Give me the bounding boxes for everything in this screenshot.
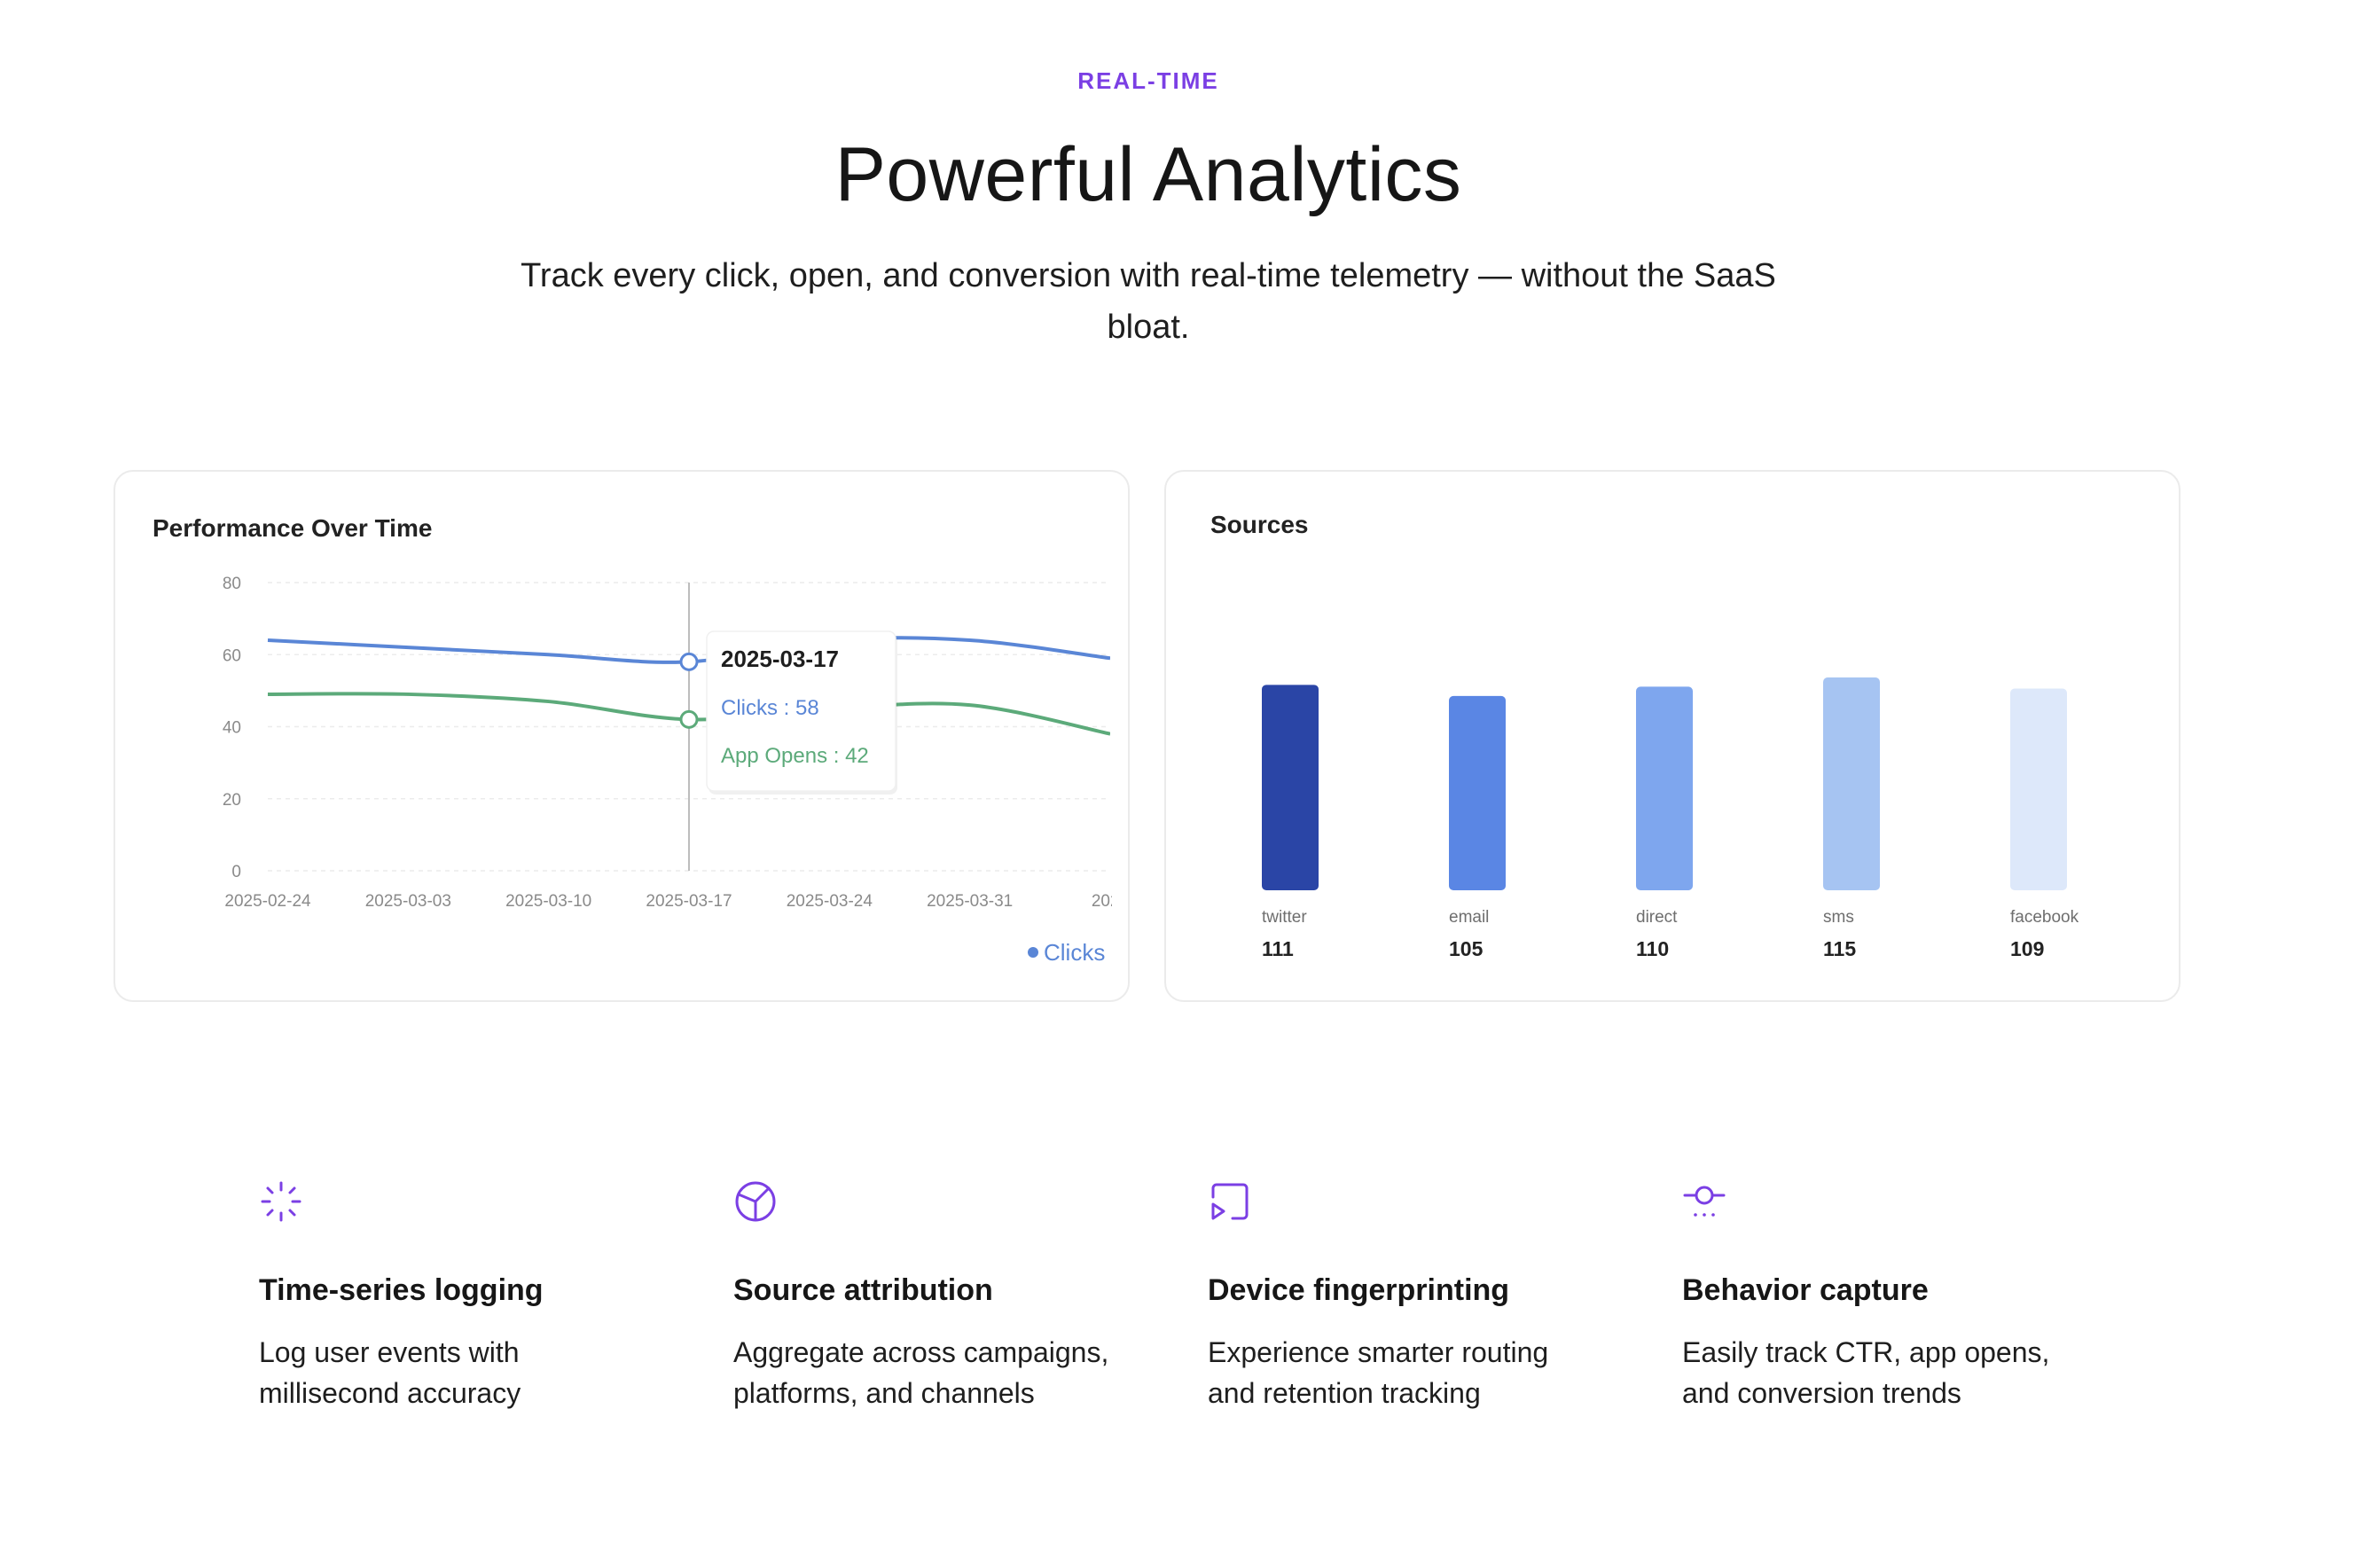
bar-category-label: facebook bbox=[2010, 908, 2079, 927]
feature-list: Time-series logging Log user events with… bbox=[259, 1179, 2157, 1481]
sources-bar-chart: twitter 111 email 105 direct 110 sms 115 faceboo… bbox=[1262, 677, 2079, 960]
bar-category-label: sms bbox=[1823, 908, 1854, 927]
feature-title: Source attribution bbox=[733, 1273, 993, 1307]
x-tick-label: 2025-03-03 bbox=[365, 892, 451, 911]
x-tick-label: 2025-03-10 bbox=[505, 892, 591, 911]
sparkle-icon bbox=[261, 1181, 301, 1222]
bar-category-label: direct bbox=[1636, 908, 1678, 927]
performance-card-title: Performance Over Time bbox=[153, 514, 433, 542]
sources-card: Sources twitter 111 email 105 direct 110 sms 11… bbox=[1164, 470, 2180, 1002]
tooltip-app-opens: App Opens : 42 bbox=[721, 744, 869, 768]
tooltip-date: 2025-03-17 bbox=[721, 646, 839, 672]
x-tick-label: 2025-03-31 bbox=[927, 892, 1013, 911]
cast-screen-icon bbox=[1211, 1183, 1249, 1220]
bar-category-label: twitter bbox=[1262, 908, 1307, 927]
chart-tooltip: 2025-03-17 Clicks : 58 App Opens : 42 bbox=[706, 630, 897, 795]
feature-title: Device fingerprinting bbox=[1208, 1273, 1510, 1307]
bar-twitter[interactable] bbox=[1262, 685, 1319, 890]
pie-chart-icon bbox=[735, 1181, 776, 1222]
bar-value-label: 110 bbox=[1636, 937, 1669, 960]
tooltip-clicks: Clicks : 58 bbox=[721, 696, 819, 720]
legend-label-clicks[interactable]: Clicks bbox=[1044, 939, 1105, 966]
feature-description: Experience smarter routing and retention… bbox=[1208, 1336, 1549, 1409]
x-tick-label: 2025 bbox=[1092, 892, 1129, 911]
bar-facebook[interactable] bbox=[2010, 688, 2067, 890]
bar-email[interactable] bbox=[1449, 695, 1506, 890]
bar-value-label: 111 bbox=[1262, 937, 1294, 960]
y-tick-label: 0 bbox=[231, 863, 241, 881]
active-point-app-opens[interactable] bbox=[679, 709, 699, 729]
page-title: Powerful Analytics bbox=[834, 132, 1462, 217]
feature-description: Log user events with millisecond accurac… bbox=[259, 1336, 521, 1409]
x-tick-label: 2025-03-17 bbox=[646, 892, 732, 911]
bar-direct[interactable] bbox=[1636, 686, 1693, 890]
y-tick-label: 40 bbox=[223, 719, 241, 738]
y-tick-label: 60 bbox=[223, 646, 241, 665]
eyebrow-label: REAL-TIME bbox=[1077, 67, 1219, 94]
feature-title: Behavior capture bbox=[1682, 1273, 1929, 1307]
feature-description: Aggregate across campaigns, platforms, a… bbox=[733, 1336, 1109, 1409]
page-subtitle: Track every click, open, and conversion … bbox=[521, 257, 1776, 346]
performance-line-chart: 0 20 40 60 80 2025-02-24 2025-03-03 2025-03-10 2… bbox=[223, 575, 1129, 966]
performance-card: Performance Over Time 0 20 40 60 80 2025-02-2… bbox=[114, 470, 1130, 1002]
feature-description: Easily track CTR, app opens, and convers… bbox=[1682, 1336, 2050, 1409]
legend-swatch-clicks bbox=[1028, 947, 1038, 958]
bar-value-label: 105 bbox=[1449, 937, 1484, 960]
git-commit-icon bbox=[1683, 1186, 1726, 1217]
y-tick-label: 20 bbox=[223, 791, 241, 810]
active-point-clicks[interactable] bbox=[679, 652, 699, 671]
feature-title: Time-series logging bbox=[259, 1273, 544, 1307]
sources-card-title: Sources bbox=[1210, 511, 1309, 538]
x-tick-label: 2025-02-24 bbox=[224, 892, 311, 911]
x-tick-label: 2025-03-24 bbox=[787, 892, 873, 911]
bar-value-label: 115 bbox=[1823, 937, 1856, 960]
y-tick-label: 80 bbox=[223, 575, 241, 593]
bar-category-label: email bbox=[1449, 908, 1489, 927]
bar-value-label: 109 bbox=[2010, 937, 2044, 960]
bar-sms[interactable] bbox=[1823, 677, 1880, 890]
